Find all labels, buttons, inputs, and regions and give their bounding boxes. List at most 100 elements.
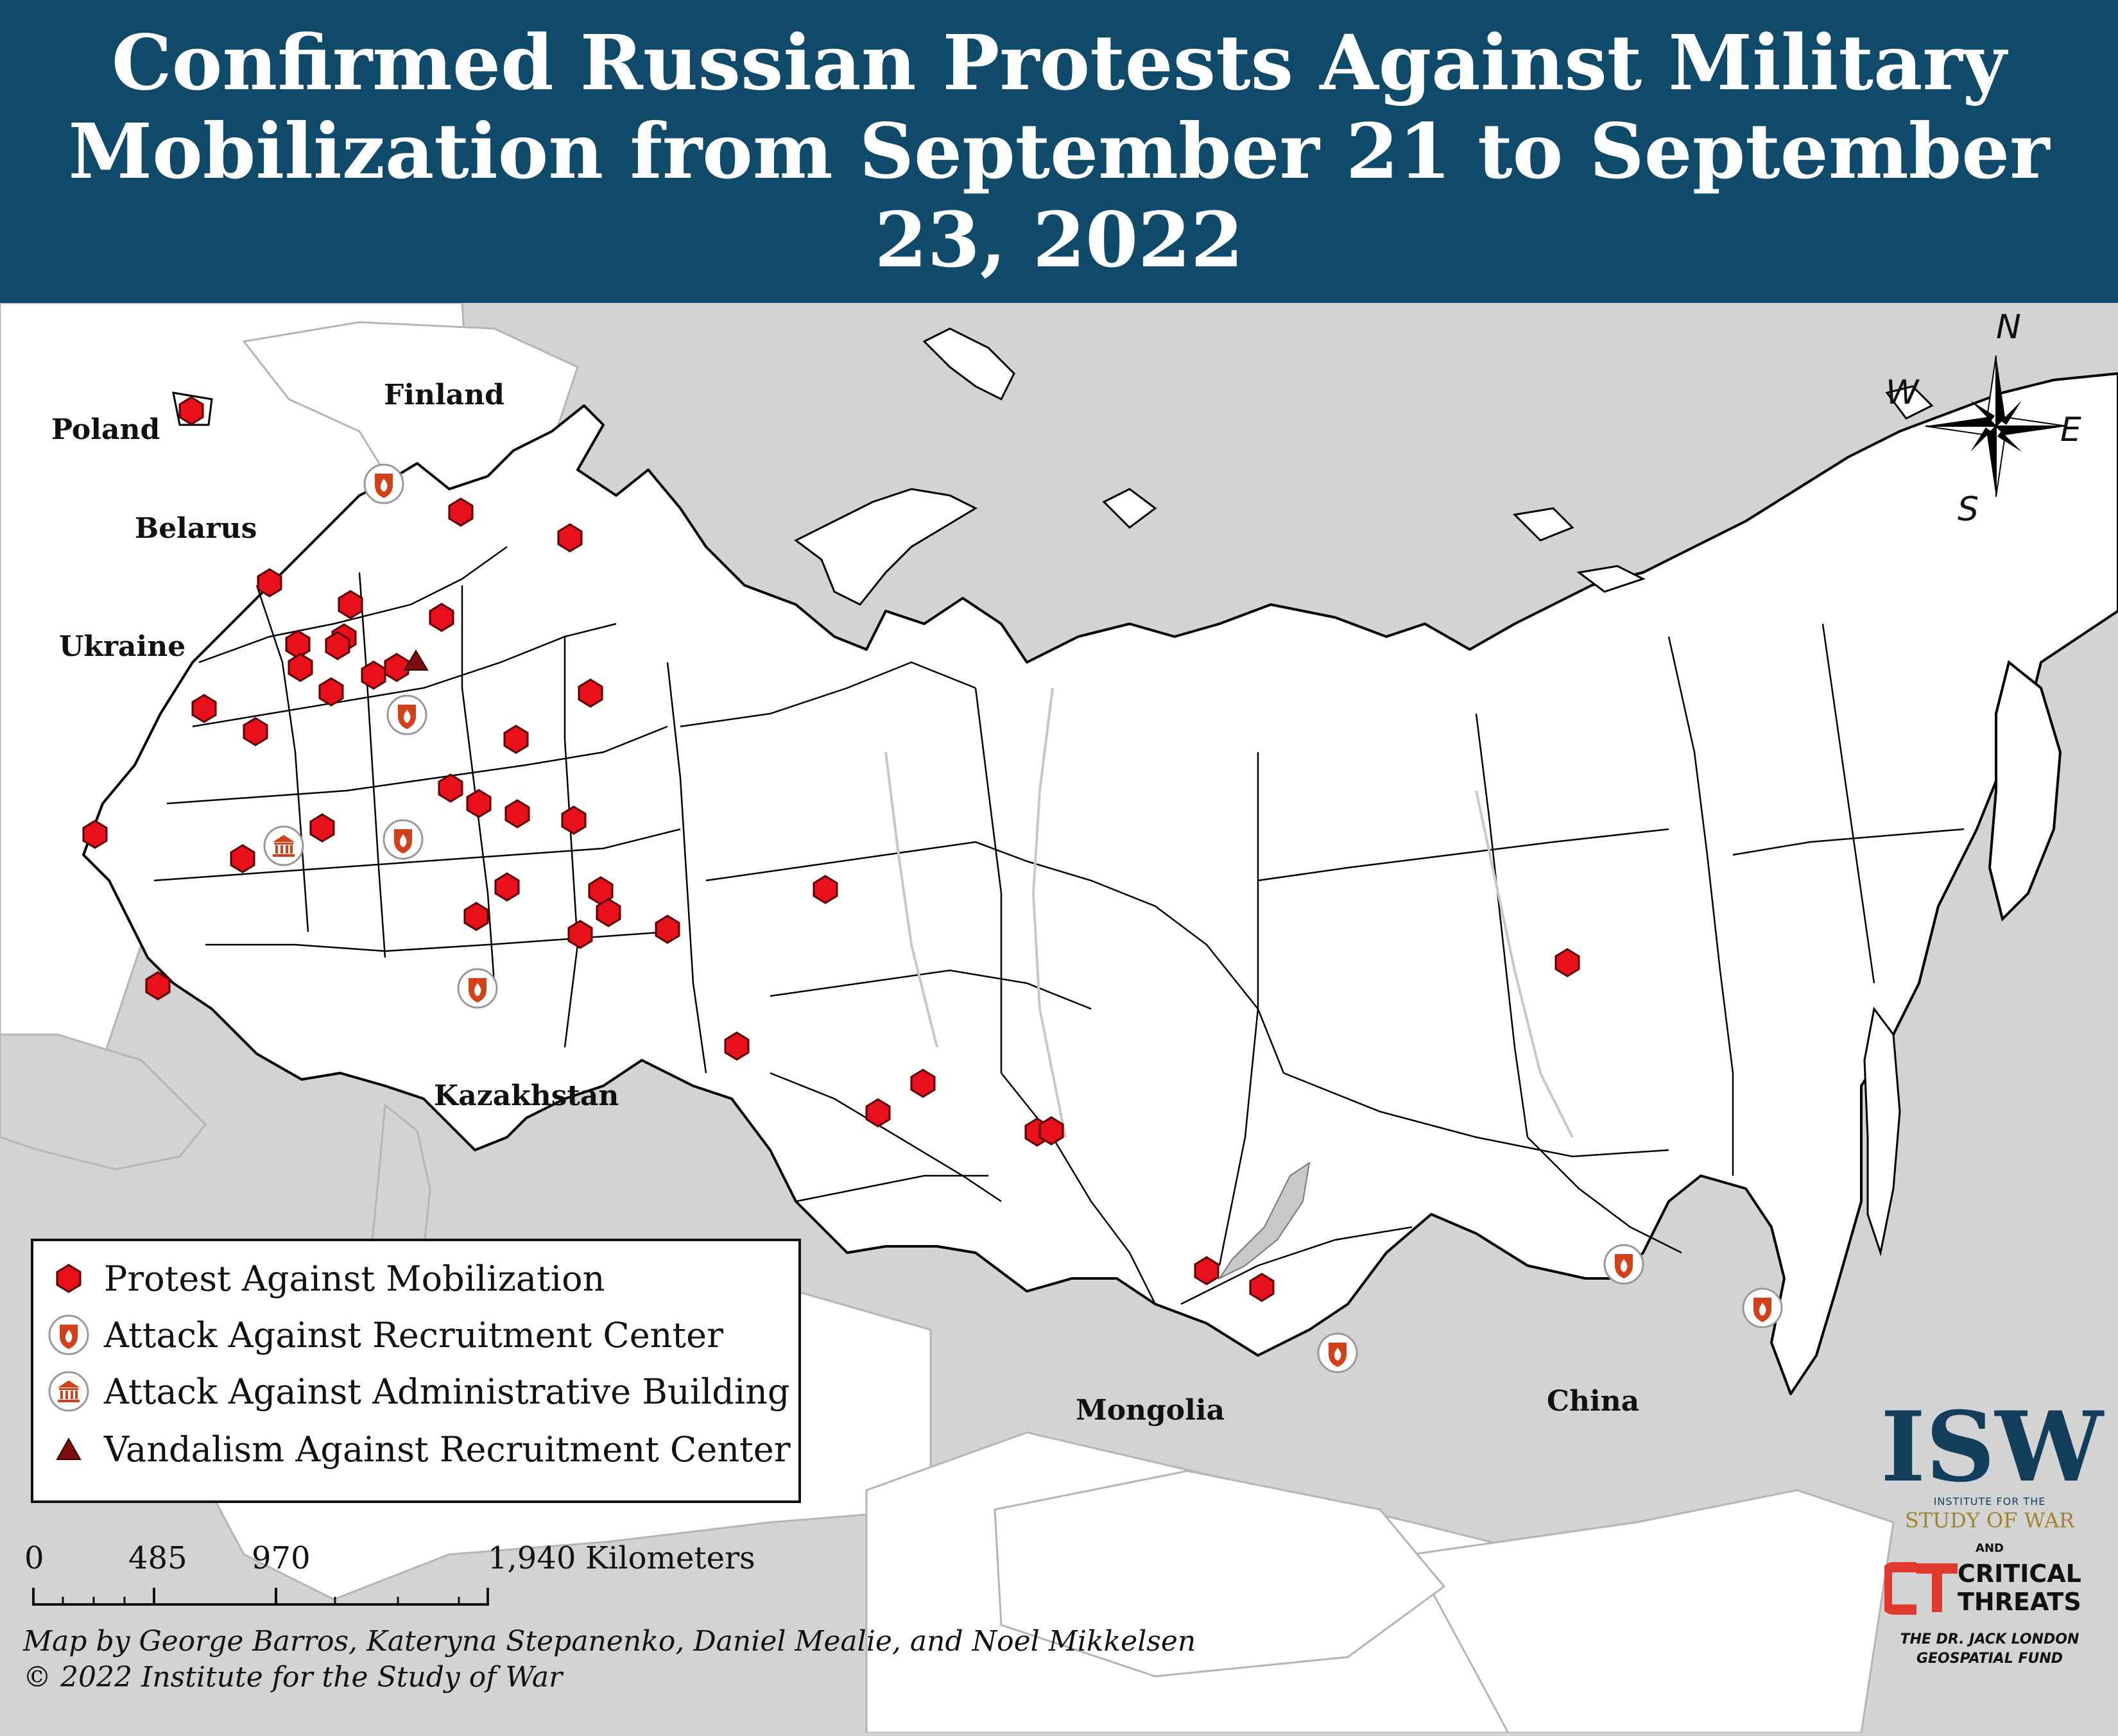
- protest-marker[interactable]: [361, 660, 386, 690]
- legend-label: Protest Against Mobilization: [104, 1258, 605, 1299]
- scale-tick-label: 970: [252, 1540, 311, 1576]
- protest-marker[interactable]: [466, 789, 492, 818]
- recruitment-attack-marker[interactable]: [1603, 1244, 1644, 1285]
- neighbor-land: [0, 302, 1895, 1734]
- label-finland: Finland: [384, 379, 504, 411]
- protest-marker[interactable]: [191, 694, 217, 723]
- compass-south-label: S: [1958, 490, 1979, 529]
- critical-threats-logo-icon: [1884, 1562, 1958, 1615]
- protest-marker[interactable]: [463, 902, 489, 931]
- recruitment-attack-marker[interactable]: [457, 968, 498, 1009]
- protest-marker[interactable]: [494, 872, 520, 902]
- map-area: N E S W Poland Finland Belarus Ukraine K…: [0, 302, 2118, 1734]
- protest-marker[interactable]: [438, 773, 463, 803]
- map-canvas: [0, 302, 2118, 1734]
- label-china: China: [1547, 1385, 1640, 1418]
- map-header: Confirmed Russian Protests Against Milit…: [0, 0, 2118, 303]
- legend-item-vandalism: Vandalism Against Recruitment Center: [33, 1423, 798, 1475]
- protest-marker[interactable]: [596, 898, 621, 927]
- credits-copyright: © 2022 Institute for the Study of War: [23, 1661, 563, 1694]
- protest-marker[interactable]: [145, 971, 171, 1001]
- kamchatka: [1988, 660, 2062, 922]
- admin-building-attack-icon: [33, 1366, 104, 1417]
- protest-marker[interactable]: [178, 396, 204, 425]
- arctic-islands: [794, 327, 1934, 606]
- isw-logo-line2: STUDY OF WAR: [1904, 1508, 2075, 1533]
- protest-marker[interactable]: [655, 915, 680, 944]
- protest-marker[interactable]: [1554, 948, 1580, 977]
- protest-marker[interactable]: [1038, 1116, 1064, 1146]
- legend-label: Attack Against Recruitment Center: [104, 1314, 723, 1355]
- legend-label: Attack Against Administrative Building: [104, 1371, 790, 1412]
- label-mongolia: Mongolia: [1076, 1394, 1225, 1427]
- recruitment-attack-icon: [33, 1309, 104, 1361]
- protest-marker[interactable]: [504, 799, 530, 829]
- label-kazakhstan: Kazakhstan: [434, 1079, 619, 1112]
- isw-logo: ISW: [1881, 1391, 2103, 1504]
- protest-marker[interactable]: [338, 590, 363, 619]
- fund-line1: THE DR. JACK LONDON: [1900, 1631, 2079, 1647]
- legend-item-admin-attack: Attack Against Administrative Building: [33, 1366, 798, 1417]
- protest-marker[interactable]: [429, 603, 454, 632]
- protest-marker[interactable]: [384, 653, 409, 682]
- compass-west-label: W: [1886, 374, 1919, 412]
- protest-marker[interactable]: [257, 568, 282, 597]
- isw-logo-line1: INSTITUTE FOR THE: [1933, 1495, 2046, 1508]
- recruitment-attack-marker[interactable]: [1742, 1287, 1783, 1328]
- ct-line2: THREATS: [1958, 1588, 2081, 1616]
- protest-marker[interactable]: [724, 1031, 750, 1061]
- credits-authors: Map by George Barros, Kateryna Stepanenk…: [23, 1625, 1196, 1658]
- protest-marker[interactable]: [82, 820, 108, 849]
- protest-marker[interactable]: [813, 875, 838, 904]
- recruitment-attack-marker[interactable]: [386, 694, 427, 735]
- protest-marker[interactable]: [567, 920, 593, 949]
- recruitment-attack-marker[interactable]: [383, 819, 424, 860]
- sakhalin: [1863, 1006, 1901, 1257]
- scale-line: [32, 1588, 489, 1606]
- protest-marker[interactable]: [285, 630, 311, 659]
- protest-marker[interactable]: [578, 678, 603, 708]
- protest-marker[interactable]: [503, 725, 529, 754]
- admin-building-attack-marker[interactable]: [263, 825, 304, 866]
- map-title: Confirmed Russian Protests Against Milit…: [68, 18, 2050, 284]
- protest-marker[interactable]: [557, 523, 583, 553]
- protest-marker[interactable]: [1194, 1256, 1219, 1285]
- compass-east-label: E: [2060, 411, 2081, 449]
- map-legend: Protest Against Mobilization Attack Agai…: [31, 1239, 801, 1503]
- label-ukraine: Ukraine: [59, 630, 186, 663]
- scale-unit-label: Kilometers: [585, 1540, 755, 1576]
- recruitment-attack-marker[interactable]: [1317, 1332, 1358, 1373]
- scale-tick-label: 485: [128, 1540, 187, 1576]
- geospatial-fund-text: THE DR. JACK LONDON GEOSPATIAL FUND: [1881, 1630, 2099, 1669]
- fund-line2: GEOSPATIAL FUND: [1916, 1651, 2063, 1667]
- scale-tick-label: 1,940: [488, 1540, 576, 1576]
- vandalism-marker[interactable]: [403, 649, 429, 671]
- protest-marker[interactable]: [561, 805, 587, 835]
- protest-marker[interactable]: [1249, 1273, 1275, 1302]
- critical-threats-logo-text: CRITICAL THREATS: [1958, 1560, 2081, 1616]
- protest-marker[interactable]: [448, 497, 474, 527]
- protest-marker[interactable]: [309, 813, 335, 843]
- scale-bar: 0 485 970 1,940 Kilometers: [19, 1540, 789, 1617]
- protest-marker[interactable]: [910, 1069, 936, 1098]
- logo-block: ISW INSTITUTE FOR THE STUDY OF WAR AND C…: [1881, 1391, 2103, 1681]
- lake-baikal: [1218, 1161, 1311, 1280]
- protest-marker[interactable]: [325, 631, 350, 660]
- protest-marker[interactable]: [288, 653, 313, 682]
- protest-marker[interactable]: [230, 844, 255, 873]
- recruitment-attack-marker[interactable]: [363, 463, 404, 504]
- vandalism-triangle-icon: [33, 1423, 104, 1475]
- region-borders: [153, 546, 1965, 1305]
- protest-marker[interactable]: [243, 717, 268, 746]
- scale-tick-label: 0: [24, 1540, 44, 1576]
- ct-line1: CRITICAL: [1958, 1560, 2081, 1588]
- protest-marker[interactable]: [865, 1098, 891, 1128]
- compass-rose: [1925, 355, 2067, 497]
- protest-marker[interactable]: [318, 677, 344, 707]
- legend-item-recruitment-attack: Attack Against Recruitment Center: [33, 1309, 798, 1361]
- label-belarus: Belarus: [135, 512, 257, 545]
- compass-north-label: N: [1996, 308, 2021, 347]
- legend-item-protest: Protest Against Mobilization: [33, 1253, 798, 1304]
- rivers: [884, 687, 1574, 1138]
- protest-hexagon-icon: [33, 1253, 104, 1304]
